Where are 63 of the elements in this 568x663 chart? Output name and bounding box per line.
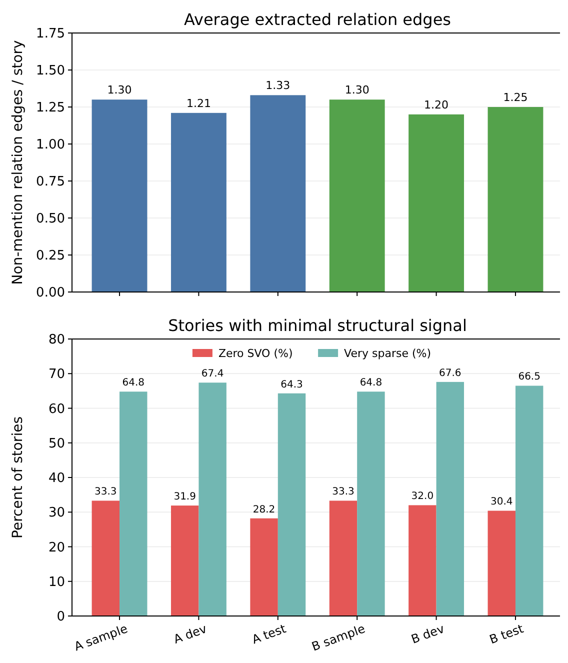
chart-title: Average extracted relation edges — [184, 10, 452, 29]
bar — [170, 506, 199, 616]
y-tick-label: 1.50 — [36, 64, 65, 79]
data-label: 28.2 — [252, 504, 276, 516]
bar — [92, 500, 120, 616]
chart-title: Stories with minimal structural signal — [168, 316, 467, 335]
x-tick-label: A dev — [172, 622, 209, 646]
bar — [408, 505, 436, 616]
data-label: 1.30 — [344, 84, 370, 97]
bar — [92, 100, 148, 292]
y-axis-title: Non-mention relation edges / story — [10, 40, 26, 285]
data-label: 32.0 — [411, 491, 434, 502]
legend-label: Zero SVO (%) — [218, 346, 293, 360]
bar — [436, 382, 464, 616]
data-label: 64.8 — [360, 378, 382, 389]
y-tick-label: 60 — [48, 402, 65, 417]
y-tick-label: 80 — [48, 332, 65, 348]
legend-label: Very sparse (%) — [344, 346, 432, 360]
y-tick-label: 40 — [48, 471, 65, 486]
y-tick-label: 1.00 — [36, 138, 65, 153]
y-tick-label: 0.00 — [36, 286, 65, 301]
data-label: 33.3 — [332, 486, 354, 498]
bar — [488, 510, 516, 616]
bar — [250, 95, 306, 292]
y-axis-title: Percent of stories — [10, 416, 26, 538]
y-tick-label: 0.75 — [36, 174, 65, 190]
bar — [329, 100, 385, 292]
bar — [120, 392, 148, 616]
data-label: 31.9 — [174, 492, 196, 503]
y-tick-label: 30 — [48, 506, 65, 521]
y-tick-label: 50 — [48, 436, 65, 452]
y-tick-label: 0.25 — [36, 248, 65, 264]
data-label: 33.3 — [94, 486, 117, 498]
y-tick-label: 1.75 — [36, 26, 65, 42]
y-tick-label: 0.50 — [36, 212, 65, 227]
bar — [408, 114, 464, 292]
x-tick-label: B test — [488, 621, 526, 647]
y-tick-label: 0 — [56, 610, 65, 625]
bar — [278, 393, 306, 616]
bar — [515, 386, 544, 616]
bar — [250, 518, 278, 616]
data-label: 1.25 — [503, 91, 528, 104]
bar — [170, 112, 226, 292]
data-label: 66.5 — [518, 372, 540, 383]
data-label: 64.3 — [280, 379, 303, 390]
x-tick-label: B dev — [409, 622, 446, 646]
y-tick-label: 10 — [48, 574, 65, 590]
bar — [357, 392, 385, 616]
y-tick-label: 70 — [48, 367, 65, 382]
bar — [329, 500, 358, 616]
bar — [198, 382, 226, 616]
x-tick-label: A test — [250, 621, 288, 647]
data-label: 1.30 — [107, 84, 132, 97]
data-label: 30.4 — [490, 496, 513, 508]
y-tick-label: 1.25 — [36, 100, 65, 116]
data-label: 1.33 — [266, 79, 290, 92]
data-label: 67.4 — [201, 368, 224, 380]
data-label: 64.8 — [122, 378, 145, 389]
data-label: 67.6 — [439, 368, 462, 379]
data-label: 1.21 — [186, 96, 211, 110]
data-label: 1.20 — [424, 98, 449, 112]
bar — [488, 107, 544, 292]
y-tick-label: 20 — [48, 540, 65, 556]
